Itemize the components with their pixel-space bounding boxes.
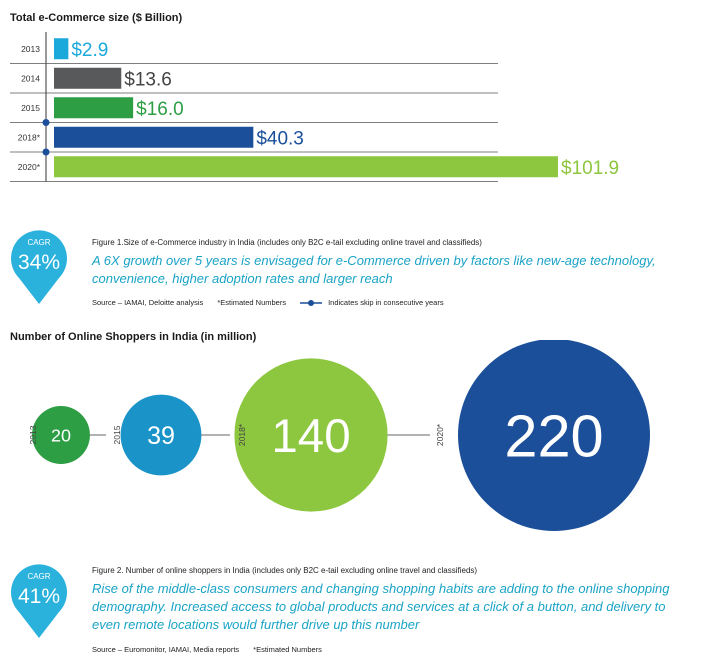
cagr-value-1: 34%: [18, 251, 60, 274]
figure-1-quote: A 6X growth over 5 years is envisaged fo…: [92, 253, 656, 286]
skip-legend-label: Indicates skip in consecutive years: [328, 298, 444, 307]
bubble-2018: [234, 358, 388, 512]
bubble-2015: [120, 394, 202, 476]
figure-1-estimated: *Estimated Numbers: [217, 298, 287, 307]
year-label-2018: 2018*: [237, 423, 247, 446]
cagr-badge-2: CAGR 41%: [9, 562, 69, 638]
skip-marker-icon: [300, 299, 323, 306]
year-label-2013: 2013: [28, 425, 38, 444]
bubble-value-2018: 140: [271, 410, 350, 463]
tick-label-2015: 2015: [21, 103, 40, 113]
figure-2-source: Source – Euromonitor, IAMAI, Media repor…: [92, 645, 240, 654]
cagr-label-2: CAGR: [27, 572, 50, 581]
data-label-2013: $2.9: [71, 40, 108, 61]
data-label-2014: $13.6: [124, 69, 172, 90]
tick-label-2014: 2014: [21, 73, 40, 83]
bar-2018: [54, 126, 254, 148]
bar-2020: [54, 156, 558, 178]
ecommerce-bar-chart: 2013 $2.9 2014 $13.6 2015 $16.0 2018* $40.3 2020…: [10, 32, 619, 182]
bubble-2013: [32, 406, 90, 464]
shoppers-bubble-chart: 20 2013 39 2015 140 2018* 220 2020*: [28, 340, 650, 531]
data-label-2018: $40.3: [256, 128, 304, 149]
figure-2-quote: Rise of the middle-class consumers and c…: [92, 581, 670, 632]
figure-2-caption: Figure 2. Number of online shoppers in I…: [92, 566, 478, 575]
skip-legend: Indicates skip in consecutive years: [300, 298, 444, 307]
data-label-2020: $101.9: [561, 158, 619, 179]
bar-chart-title: Total e-Commerce size ($ Billion): [10, 12, 183, 24]
figure-1-source-row: Source – IAMAI, Deloitte analysis *Estim…: [92, 298, 444, 307]
tick-label-2018: 2018*: [18, 132, 41, 142]
cagr-pin-icon: CAGR 41%: [11, 564, 67, 638]
bubble-2020: [458, 340, 650, 531]
year-label-2020: 2020*: [435, 423, 445, 446]
data-label-2015: $16.0: [136, 99, 184, 120]
figure-2-source-row: Source – Euromonitor, IAMAI, Media repor…: [92, 645, 322, 654]
bubble-chart-title: Number of Online Shoppers in India (in m…: [10, 331, 257, 343]
bar-2015: [54, 97, 134, 119]
bubble-value-2020: 220: [504, 402, 603, 469]
cagr-value-2: 41%: [18, 585, 60, 608]
cagr-badge-1: CAGR 34%: [9, 228, 69, 304]
bubble-value-2013: 20: [51, 425, 71, 445]
tick-label-2020: 2020*: [18, 162, 41, 172]
year-label-2015: 2015: [112, 425, 122, 444]
figure-1-caption: Figure 1.Size of e-Commerce industry in …: [92, 238, 482, 247]
bubble-value-2015: 39: [147, 422, 175, 450]
figure-1-source: Source – IAMAI, Deloitte analysis: [92, 298, 204, 307]
tick-label-2013: 2013: [21, 44, 40, 54]
cagr-pin-icon: CAGR 34%: [11, 230, 67, 304]
cagr-label-1: CAGR: [27, 238, 50, 247]
figure-2-estimated: *Estimated Numbers: [253, 645, 322, 654]
skip-marker: [42, 119, 50, 126]
bar-2014: [54, 67, 122, 89]
skip-marker: [42, 148, 50, 156]
bar-2013: [54, 38, 69, 60]
